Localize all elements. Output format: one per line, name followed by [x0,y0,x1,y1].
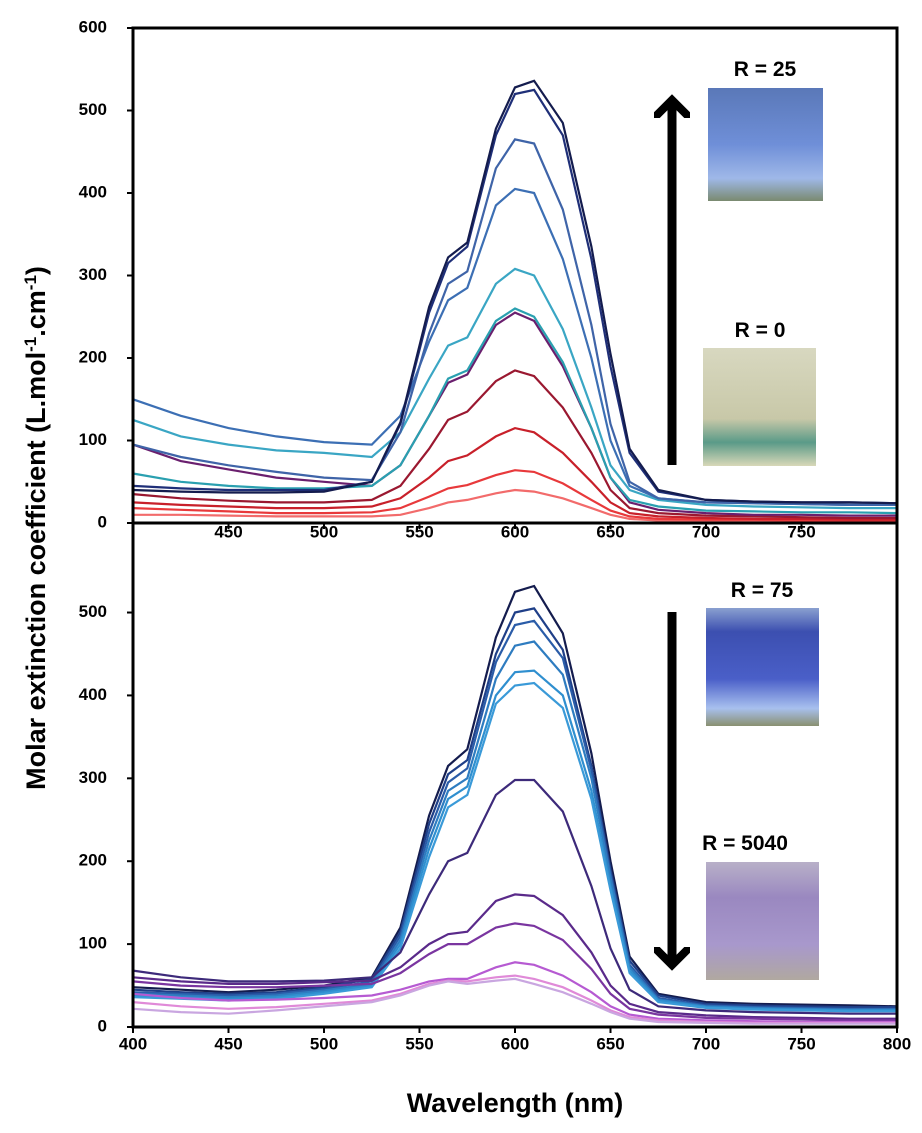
spectrum-line [133,488,897,523]
x-tick-label: 750 [787,522,815,541]
x-tick-label: 750 [787,1034,815,1053]
x-tick-label: 600 [501,522,529,541]
spectrum-line [132,469,897,522]
annotation: R = 25 [734,58,797,81]
spectrum-line [132,307,898,515]
y-axis-label-part: .cm [21,290,51,337]
y-tick-label: 300 [79,265,107,284]
y-axis-label-part: Molar extinction coefficient (L.mol [21,352,51,790]
spectrum-line [132,922,897,1022]
x-tick-label: 600 [501,1034,529,1053]
spectrum-line [132,961,897,1024]
x-tick-label: 500 [310,522,338,541]
spectrum-line [132,893,897,1020]
y-axis-label: Molar extinction coefficient (L.mol-1.cm… [21,266,52,790]
annotation: R = 5040 [702,832,788,855]
y-tick-label: 600 [79,17,107,36]
spectrum-line [132,369,897,520]
photo [706,608,819,726]
y-tick-label: 200 [79,851,107,870]
y-tick-label: 200 [79,347,107,366]
annotation: R = 0 [735,319,786,342]
y-axis-label-part: -1 [21,337,40,352]
x-tick-label: 450 [214,1034,242,1053]
y-axis-label-part: ) [21,266,51,275]
y-tick-label: 100 [79,934,107,953]
x-tick-label: 650 [596,1034,624,1053]
spectrum-line [132,778,897,1015]
x-tick-label: 550 [405,1034,433,1053]
plots: 0 100 200 300 400 500 600 450 500 550 600 650 700 750… [79,17,912,1053]
x-tick-label: 400 [119,1034,147,1053]
y-tick-label: 100 [79,430,107,449]
x-tick-label: 450 [214,522,242,541]
photo [706,862,819,980]
photo [708,88,823,201]
spectrum-line [132,607,897,1009]
y-tick-label: 300 [79,768,107,787]
x-tick-label: 700 [692,1034,720,1053]
y-tick-label: 500 [79,602,107,621]
y-tick-label: 400 [79,685,107,704]
spectrum-line [132,311,897,517]
x-tick-label: 650 [596,522,624,541]
spectrum-line [132,79,898,505]
x-tick-label: 700 [692,522,720,541]
spectrum-line [132,977,897,1025]
y-tick-label: 400 [79,182,107,201]
x-tick-label: 800 [883,1034,911,1053]
y-tick-label: 0 [98,1016,107,1035]
spectrum-line [132,138,897,506]
spectrum-line [132,267,897,510]
spectrum-line [132,681,897,1013]
x-tick-label: 500 [310,1034,338,1053]
y-tick-label: 500 [79,100,107,119]
y-tick-label: 0 [98,512,107,531]
x-tick-label: 550 [405,522,433,541]
plot-frame [131,521,899,1029]
x-axis-label: Wavelength (nm) [407,1088,624,1118]
photo [703,348,816,466]
annotation: R = 75 [731,579,794,602]
spectrum-line [132,426,897,521]
y-axis-label-part: -1 [21,275,40,290]
